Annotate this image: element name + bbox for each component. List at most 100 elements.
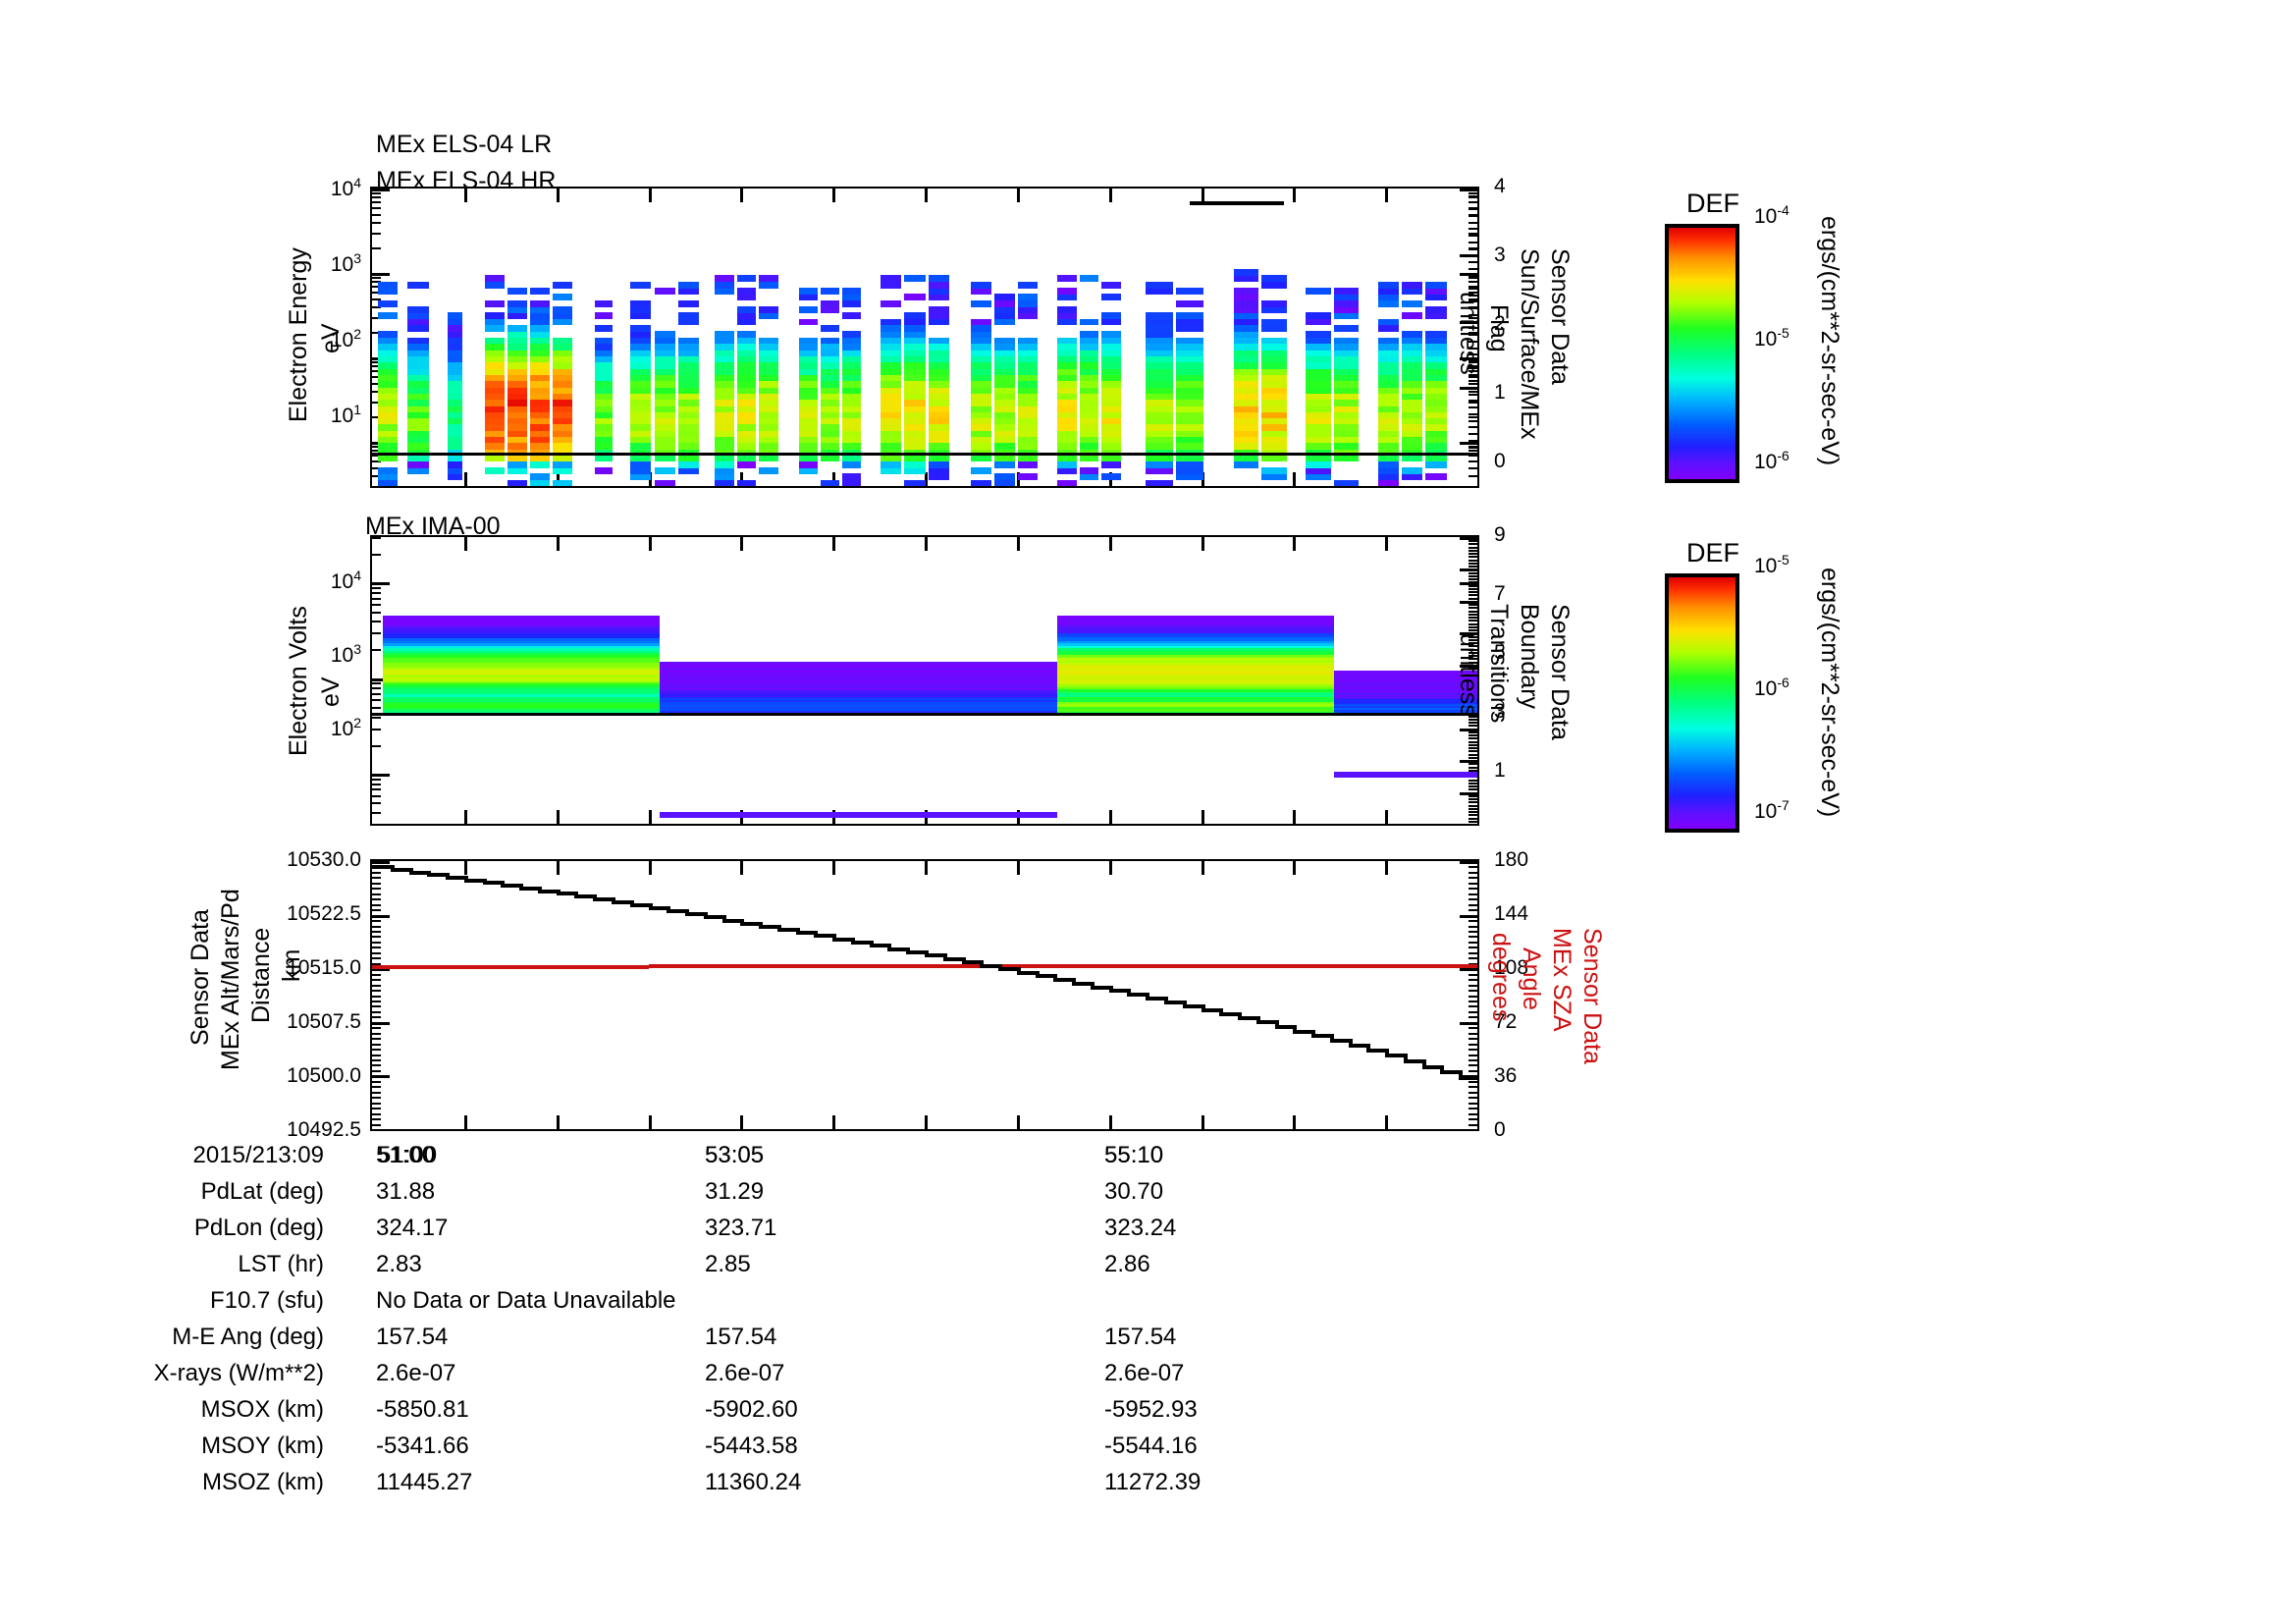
axis-tick: [372, 582, 381, 585]
spectrogram-bin: [530, 399, 551, 406]
spectrogram-bin: [1261, 318, 1287, 326]
footer-row-label: 2015/213:09: [192, 1142, 324, 1168]
spectrogram-bin: [1057, 405, 1077, 412]
axis-tick: [1468, 1005, 1477, 1008]
spectrogram-bin: [659, 664, 1058, 667]
spectrogram-bin: [630, 473, 652, 481]
axis-tick: [1460, 582, 1477, 586]
spectrogram-bin: [407, 449, 429, 457]
spectrogram-column: [820, 189, 839, 486]
spectrogram-bin: [820, 305, 839, 313]
spectrogram-column: [595, 189, 613, 486]
spectrogram-bin: [1333, 712, 1477, 715]
axis-tick: [832, 861, 836, 875]
axis-tick: [372, 298, 381, 300]
altitude-trace-riser: [648, 903, 653, 911]
spectrogram-bin: [1425, 380, 1447, 388]
spectrogram-bin: [1057, 676, 1334, 680]
axis-tick: [1468, 613, 1477, 616]
spectrogram-bin: [993, 460, 1015, 468]
spectrogram-bin: [759, 405, 778, 412]
footer-row-value: 2.85: [705, 1251, 751, 1277]
spectrogram-bin: [971, 442, 991, 450]
spectrogram-bin: [736, 305, 757, 313]
spectrogram-bin: [530, 442, 551, 450]
axis-tick: [463, 189, 467, 202]
spectrogram-bin: [1176, 312, 1204, 320]
colorbar2-bot-label: 10-7: [1754, 797, 1789, 823]
axis-tick: [1468, 201, 1477, 204]
axis-tick: [1468, 286, 1477, 289]
axis-tick: [1468, 898, 1477, 901]
spectrogram-bin: [1333, 305, 1359, 313]
spectrogram-bin: [1234, 275, 1259, 283]
altitude-trace: [501, 884, 521, 889]
spectrogram-bin: [1234, 305, 1259, 313]
spectrogram-bin: [1176, 361, 1204, 369]
spectrogram-bin: [630, 337, 652, 345]
spectrogram-bin: [1176, 430, 1204, 438]
spectrogram-bin: [904, 479, 926, 486]
spectrogram-bin: [1176, 423, 1204, 431]
footer-row-label: MSOY (km): [201, 1433, 324, 1459]
altitude-trace-riser: [629, 900, 634, 908]
sza-trace: [832, 963, 852, 968]
spectrogram-bin: [407, 337, 429, 345]
spectrogram-bin: [1306, 405, 1331, 412]
spectrogram-bin: [377, 442, 399, 450]
spectrogram-bin: [1146, 368, 1174, 375]
spectrogram-bin: [1261, 399, 1287, 406]
spectrogram-bin: [798, 442, 818, 450]
spectrogram-bin: [715, 430, 734, 438]
spectrogram-column: [1079, 189, 1099, 486]
spectrogram-bin: [1333, 417, 1359, 425]
spectrogram-bin: [507, 324, 527, 332]
sza-trace: [1385, 963, 1405, 968]
spectrogram-bin: [841, 449, 862, 457]
sza-trace: [887, 963, 908, 968]
spectrogram-bin: [377, 473, 399, 481]
axis-tick: [1468, 740, 1477, 743]
spectrogram-bin: [377, 467, 399, 474]
spectrogram-bin: [677, 393, 699, 401]
spectrogram-bin: [1425, 305, 1447, 313]
spectrogram-bin: [383, 625, 660, 629]
spectrogram-bin: [383, 691, 660, 695]
spectrogram-bin: [1306, 460, 1331, 468]
spectrogram-bin: [715, 281, 734, 289]
spectrogram-bin: [1057, 678, 1334, 682]
spectrogram-bin: [553, 455, 573, 462]
axis-tick: [1468, 936, 1477, 939]
panel3-y2tick-180: 180: [1494, 848, 1529, 871]
axis-tick: [1468, 307, 1477, 310]
spectrogram-bin: [1057, 411, 1077, 419]
spectrogram-bin: [1333, 700, 1477, 703]
axis-tick: [1468, 267, 1477, 270]
spectrogram-bin: [630, 331, 652, 339]
altitude-trace-riser: [463, 875, 468, 883]
axis-tick: [372, 930, 381, 933]
altitude-trace: [1274, 1025, 1295, 1030]
spectrogram-bin: [677, 417, 699, 425]
spectrogram-bin: [971, 411, 991, 419]
spectrogram-column: [759, 189, 778, 486]
panel2-right-axis-param: Transitions: [1485, 604, 1513, 724]
axis-tick: [372, 707, 381, 710]
spectrogram-bin: [759, 442, 778, 450]
spectrogram-bin: [1402, 473, 1423, 481]
spectrogram-bin: [1017, 455, 1039, 462]
altitude-trace: [593, 897, 613, 902]
spectrogram-bin: [928, 423, 950, 431]
spectrogram-bin: [1017, 436, 1039, 444]
axis-tick: [372, 861, 381, 863]
spectrogram-bin: [1146, 430, 1174, 438]
footer-row-value: 157.54: [1104, 1324, 1177, 1350]
spectrogram-bin: [715, 473, 734, 481]
axis-tick: [372, 232, 381, 235]
spectrogram-bin: [654, 399, 675, 406]
spectrogram-bin: [1057, 657, 1334, 661]
spectrogram-bin: [904, 324, 926, 332]
spectrogram-bin: [659, 705, 1058, 708]
axis-tick: [372, 920, 381, 923]
spectrogram-bin: [904, 312, 926, 320]
